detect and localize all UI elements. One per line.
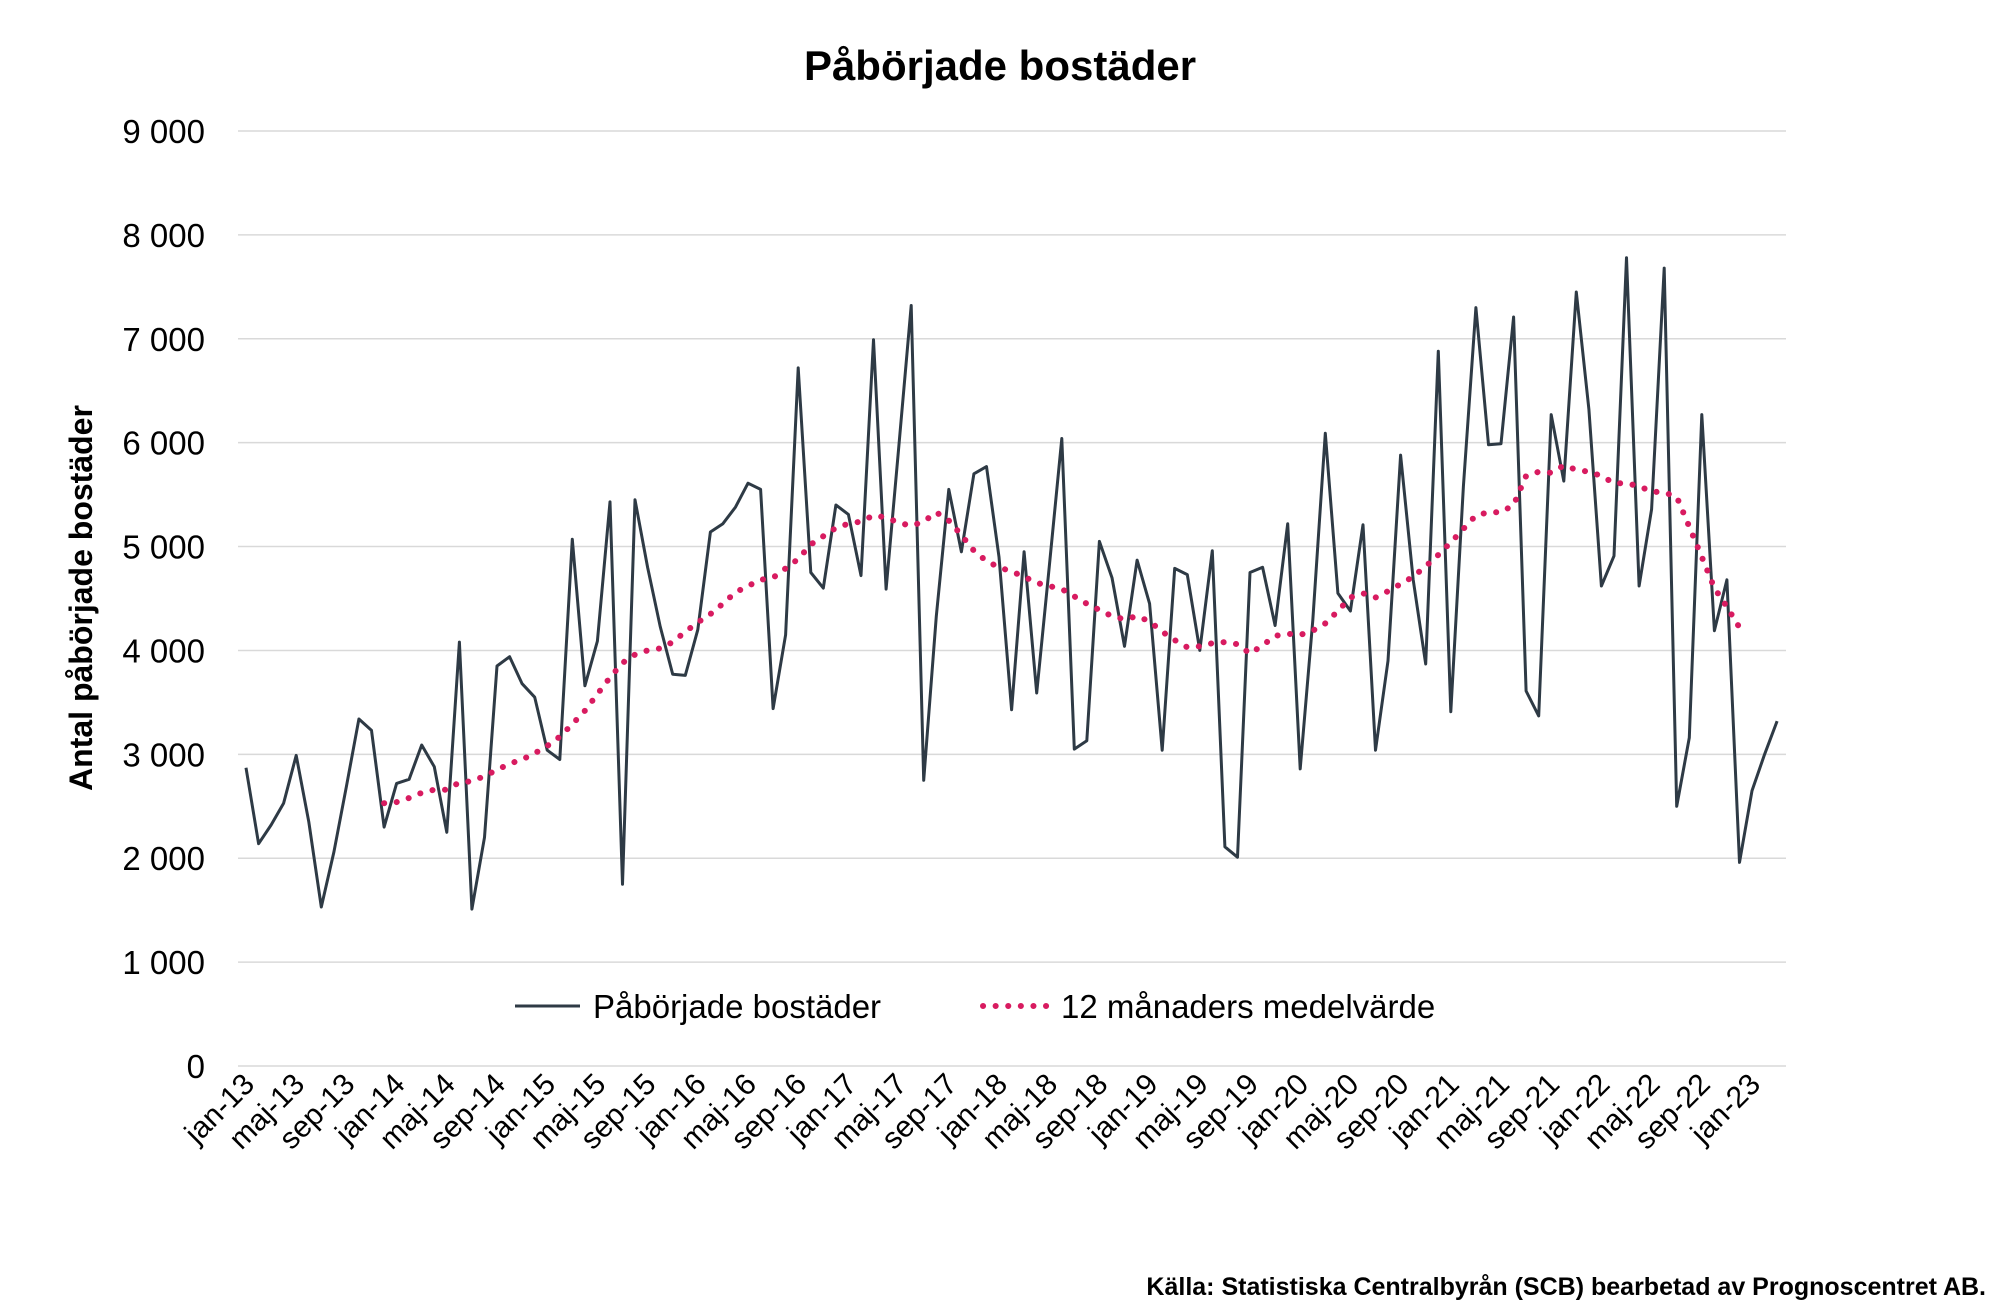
y-axis-ticks: 0 1 000 2 000 3 000 4 000 5 000 6 000 7 000 8 00…	[122, 113, 205, 1085]
legend: Påbörjade bostäder 12 månaders medelvärd…	[515, 988, 1435, 1025]
y-tick-label: 6 000	[122, 425, 205, 462]
series-line-medelvarde	[381, 462, 1743, 807]
y-tick-label: 9 000	[122, 113, 205, 150]
x-axis-ticks: jan-13maj-13sep-13jan-14maj-14sep-14jan-…	[178, 1068, 1767, 1156]
legend-label-pabörjade: Påbörjade bostäder	[593, 988, 881, 1025]
legend-label-medelvarde: 12 månaders medelvärde	[1061, 988, 1435, 1025]
chart-title: Påbörjade bostäder	[804, 42, 1196, 89]
y-tick-label: 0	[187, 1048, 205, 1085]
series	[244, 256, 1779, 911]
y-axis-label: Antal påbörjade bostäder	[63, 405, 99, 791]
y-tick-label: 7 000	[122, 321, 205, 358]
y-tick-label: 4 000	[122, 632, 205, 669]
series-line-pabörjade	[244, 256, 1779, 911]
gridlines	[238, 130, 1786, 1067]
y-tick-label: 2 000	[122, 840, 205, 877]
y-tick-label: 8 000	[122, 217, 205, 254]
y-tick-label: 1 000	[122, 944, 205, 981]
source-note: Källa: Statistiska Centralbyrån (SCB) be…	[1146, 1273, 1986, 1301]
y-tick-label: 5 000	[122, 529, 205, 566]
y-tick-label: 3 000	[122, 736, 205, 773]
